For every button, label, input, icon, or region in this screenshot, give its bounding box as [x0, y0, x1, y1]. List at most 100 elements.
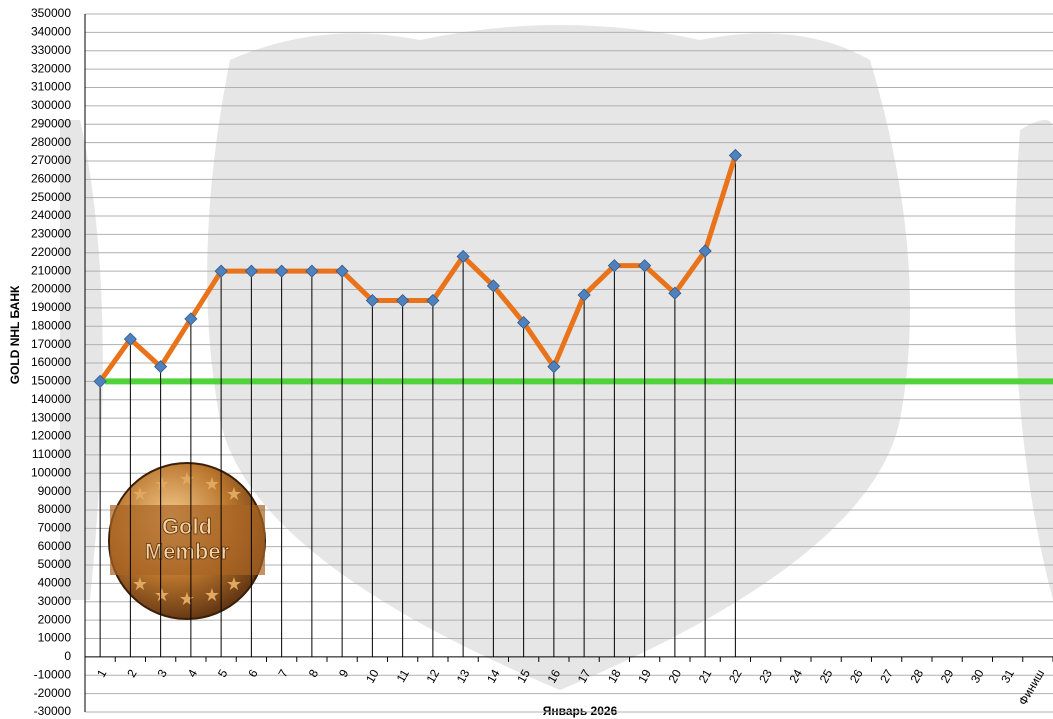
data-point	[335, 264, 349, 278]
y-tick-label: 100000	[31, 465, 71, 479]
data-point	[698, 244, 712, 258]
x-tick-label: 23	[756, 667, 775, 686]
x-tick-label: 30	[968, 667, 987, 686]
data-point	[638, 259, 652, 273]
x-tick-label: 19	[635, 667, 654, 686]
x-tick-label: 10	[363, 667, 382, 686]
x-tick-label: 5	[215, 667, 231, 680]
y-tick-label: 10000	[38, 631, 72, 645]
y-tick-label: 190000	[31, 300, 71, 314]
x-tick-label: 12	[423, 667, 442, 686]
y-tick-label: 310000	[31, 80, 71, 94]
y-tick-label: 180000	[31, 318, 71, 332]
y-tick-label: 140000	[31, 392, 71, 406]
y-tick-label: 340000	[31, 25, 71, 39]
y-tick-label: 330000	[31, 43, 71, 57]
x-tick-label: 9	[336, 667, 352, 680]
y-tick-label: 280000	[31, 135, 71, 149]
y-tick-label: 240000	[31, 208, 71, 222]
x-tick-label: 25	[817, 667, 836, 686]
data-point	[668, 286, 682, 300]
y-tick-label: 320000	[31, 61, 71, 75]
badge-star: ★	[132, 484, 148, 504]
y-tick-label: 170000	[31, 337, 71, 351]
data-point	[456, 249, 470, 264]
y-axis-label: GOLD NHL БАНК	[8, 285, 22, 384]
data-point	[93, 374, 107, 388]
x-tick-label: 21	[696, 667, 715, 686]
data-point	[577, 288, 591, 302]
badge-text: Member	[145, 539, 230, 564]
x-tick-label: 17	[575, 667, 594, 686]
data-point	[547, 360, 561, 374]
x-tick-label: 28	[907, 667, 926, 686]
y-tick-label: -10000	[34, 667, 72, 681]
data-point	[275, 264, 289, 278]
y-tick-label: 260000	[31, 171, 71, 185]
data-point	[184, 312, 198, 326]
x-axis-label: Январь 2026	[543, 704, 618, 718]
x-tick-label: 1	[94, 667, 110, 680]
badge-star: ★	[154, 585, 170, 605]
y-tick-label: 230000	[31, 227, 71, 241]
x-tick-label: 7	[276, 667, 292, 680]
x-tick-label: 18	[605, 667, 624, 686]
y-tick-label: 270000	[31, 153, 71, 167]
x-tick-label: 11	[394, 667, 413, 685]
y-tick-label: 40000	[38, 576, 72, 590]
y-tick-label: 30000	[38, 594, 72, 608]
y-tick-label: -30000	[34, 704, 72, 718]
badge-band	[110, 505, 265, 575]
x-tick-label: Финиш	[1016, 667, 1048, 708]
y-tick-label: -20000	[34, 686, 72, 700]
y-tick-label: 80000	[38, 502, 72, 516]
y-tick-label: 300000	[31, 98, 71, 112]
x-tick-label: 6	[245, 667, 261, 680]
data-point	[244, 264, 258, 278]
series-line	[98, 154, 738, 383]
y-tick-label: 120000	[31, 429, 71, 443]
badge-star: ★	[226, 484, 242, 504]
data-point	[123, 332, 137, 346]
badge-star: ★	[204, 474, 220, 494]
x-tick-label: 15	[514, 667, 533, 686]
x-tick-label: 22	[726, 667, 745, 686]
y-tick-label: 70000	[38, 520, 72, 534]
y-tick-label: 130000	[31, 410, 71, 424]
x-tick-label: 24	[786, 667, 805, 686]
data-point	[154, 360, 168, 374]
x-tick-label: 3	[155, 667, 171, 680]
data-point	[607, 259, 621, 273]
y-tick-label: 210000	[31, 263, 71, 277]
y-tick-label: 60000	[38, 539, 72, 553]
y-tick-label: 50000	[38, 557, 72, 571]
y-tick-label: 20000	[38, 612, 72, 626]
badge-star: ★	[226, 574, 242, 594]
x-tick-label: 8	[306, 667, 322, 680]
data-point	[396, 293, 410, 308]
y-tick-label: 160000	[31, 355, 71, 369]
x-tick-label: 14	[484, 667, 503, 686]
data-point	[214, 264, 228, 278]
x-tick-label: 20	[665, 667, 684, 686]
x-tick-label: 26	[847, 667, 866, 686]
y-tick-label: 200000	[31, 282, 71, 296]
badge-star: ★	[179, 589, 195, 609]
x-tick-label: 4	[185, 667, 201, 680]
y-tick-label: 350000	[31, 6, 71, 20]
x-tick-label: 27	[877, 667, 896, 686]
x-tick-label: 13	[454, 667, 473, 686]
badge-star: ★	[204, 585, 220, 605]
y-tick-label: 250000	[31, 190, 71, 204]
badge-star: ★	[154, 474, 170, 494]
badge-star: ★	[132, 574, 148, 594]
x-tick-label: 31	[998, 667, 1017, 686]
data-point	[426, 293, 440, 308]
badge-text: Gold	[162, 514, 212, 539]
data-point	[486, 279, 500, 293]
y-tick-label: 290000	[31, 116, 71, 130]
y-tick-label: 150000	[31, 374, 71, 388]
y-tick-label: 0	[64, 649, 71, 663]
